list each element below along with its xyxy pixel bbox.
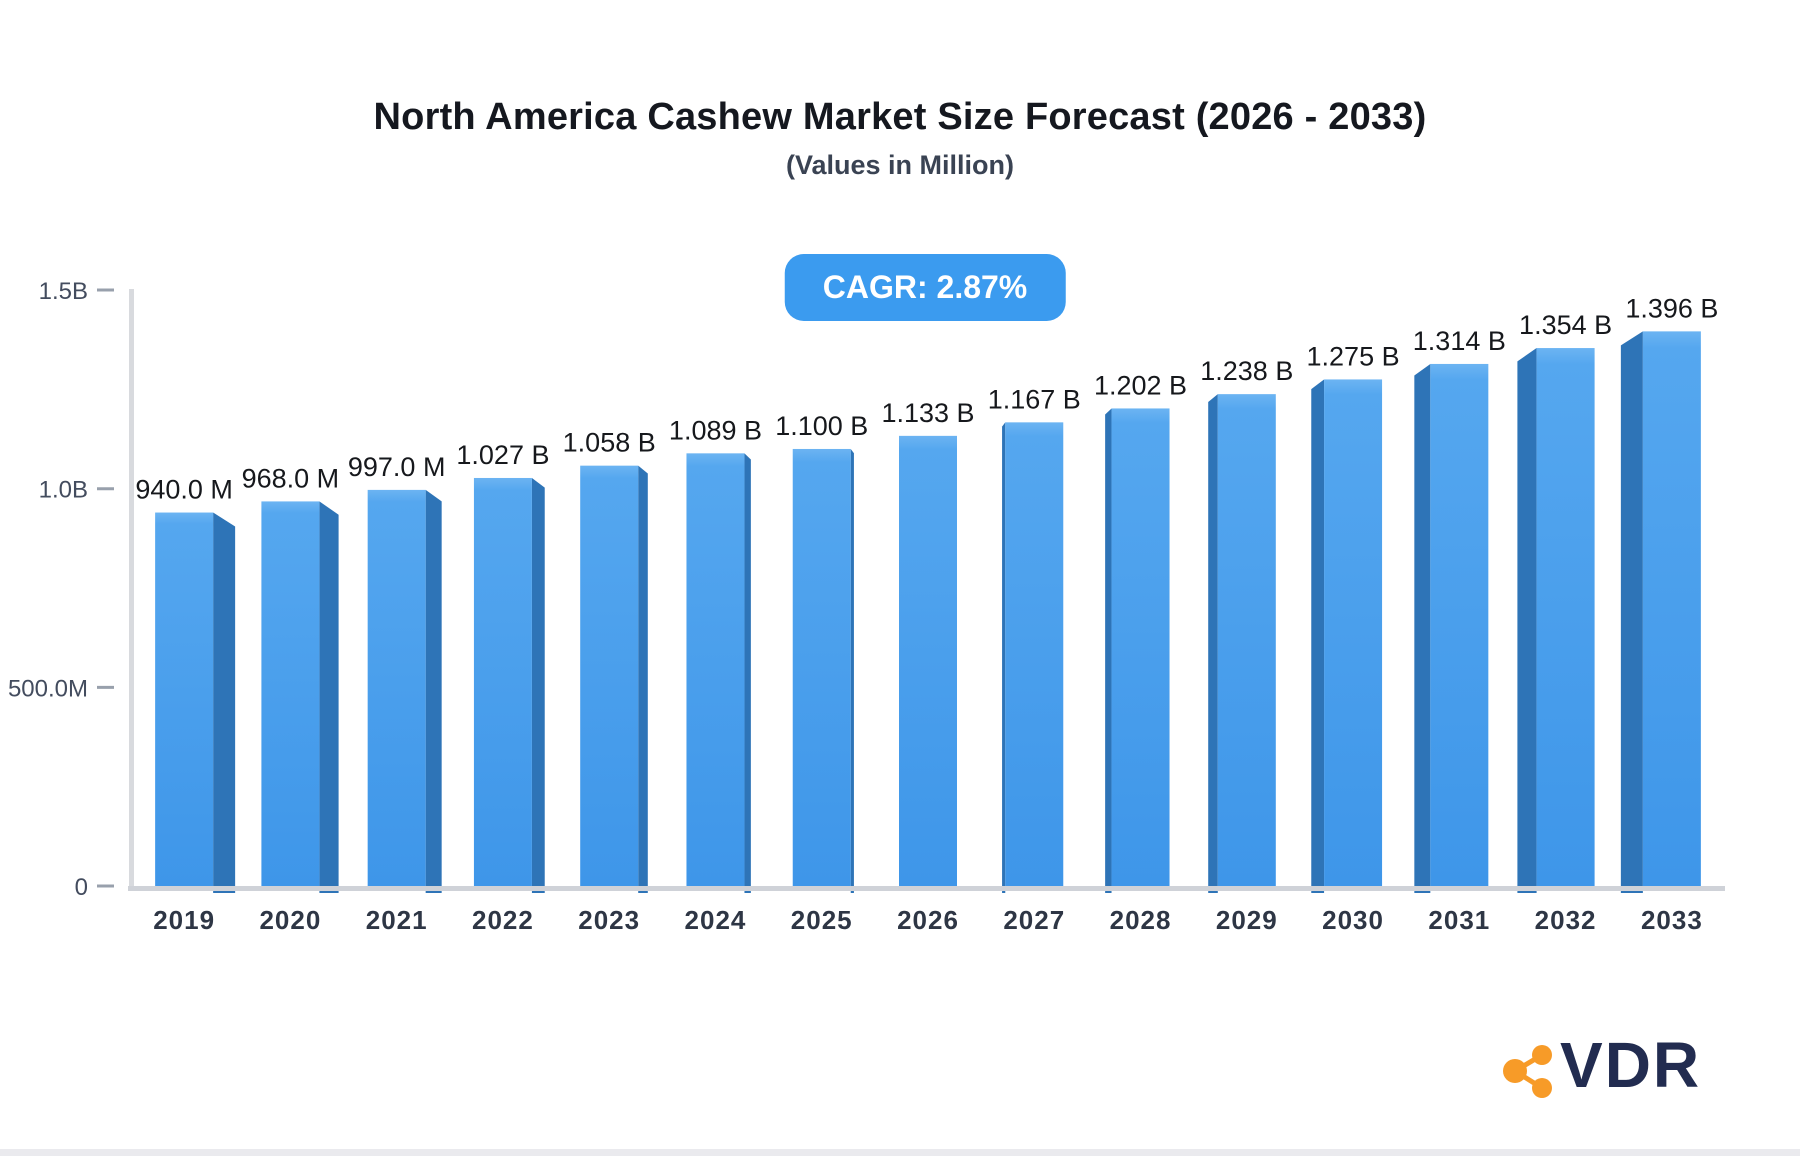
x-tick-label: 2019 bbox=[153, 905, 215, 935]
bar-value-label: 1.354 B bbox=[1519, 310, 1612, 340]
bar-front-face bbox=[155, 512, 214, 888]
bar-side-face bbox=[1414, 363, 1431, 893]
bar-value-label: 1.396 B bbox=[1625, 293, 1718, 323]
page-title: North America Cashew Market Size Forecas… bbox=[373, 96, 1427, 138]
x-tick-label: 2024 bbox=[685, 905, 747, 935]
x-tick-label: 2026 bbox=[897, 905, 959, 935]
y-tick-label: 1.5B bbox=[39, 278, 88, 305]
x-tick-label: 2021 bbox=[366, 905, 428, 935]
bar-value-label: 997.0 M bbox=[348, 452, 446, 482]
share-network-icon bbox=[1503, 1045, 1552, 1098]
bar-front-face bbox=[580, 465, 639, 888]
x-tick-label: 2025 bbox=[791, 905, 853, 935]
bar-value-label: 1.275 B bbox=[1307, 341, 1400, 371]
x-tick-label: 2028 bbox=[1110, 905, 1172, 935]
y-tick-label: 1.0B bbox=[39, 477, 88, 504]
bar-front-face bbox=[1217, 394, 1276, 888]
x-tick-label: 2031 bbox=[1428, 905, 1490, 935]
page-bottom-edge bbox=[0, 1149, 1800, 1156]
bar-side-face bbox=[1208, 394, 1218, 893]
bar-front-face bbox=[1005, 422, 1064, 888]
bar-front-face bbox=[1324, 379, 1383, 888]
bar-front-face bbox=[1430, 363, 1489, 888]
bar-value-label: 1.100 B bbox=[775, 411, 868, 441]
x-tick-label: 2027 bbox=[1003, 905, 1065, 935]
bar-front-face bbox=[792, 448, 851, 888]
bar-value-label: 968.0 M bbox=[242, 463, 340, 493]
x-axis-line bbox=[128, 886, 1725, 891]
bar-value-label: 1.027 B bbox=[456, 440, 549, 470]
bar-value-label: 1.238 B bbox=[1200, 356, 1293, 386]
bar-side-face bbox=[1517, 348, 1537, 893]
bar-front-face bbox=[1111, 408, 1170, 888]
bar-front-face bbox=[686, 453, 745, 888]
bar-side-face bbox=[744, 453, 751, 893]
y-tick-label: 500.0M bbox=[8, 675, 88, 702]
bar-side-face bbox=[638, 465, 648, 893]
bar-front-face bbox=[1642, 331, 1701, 888]
x-tick-label: 2033 bbox=[1641, 905, 1703, 935]
y-tick-label: 0 bbox=[75, 874, 88, 901]
x-tick-label: 2022 bbox=[472, 905, 534, 935]
bar-front-face bbox=[1536, 348, 1595, 888]
bar-value-label: 1.058 B bbox=[563, 428, 656, 458]
bar-value-label: 940.0 M bbox=[135, 475, 233, 505]
bar-side-face bbox=[1002, 422, 1006, 893]
bar-front-face bbox=[899, 435, 957, 888]
cagr-badge: CAGR: 2.87% bbox=[784, 254, 1066, 321]
bar-side-face bbox=[531, 477, 545, 893]
page-subtitle: (Values in Million) bbox=[785, 150, 1015, 180]
bar-front-face bbox=[367, 489, 426, 888]
bar-value-label: 1.089 B bbox=[669, 415, 762, 445]
bar-side-face bbox=[1311, 379, 1325, 893]
x-tick-label: 2029 bbox=[1216, 905, 1278, 935]
bar-side-face bbox=[213, 512, 236, 893]
x-tick-label: 2030 bbox=[1322, 905, 1384, 935]
x-tick-label: 2023 bbox=[578, 905, 640, 935]
x-tick-label: 2032 bbox=[1535, 905, 1597, 935]
bar-value-label: 1.314 B bbox=[1413, 326, 1506, 356]
bar-value-label: 1.167 B bbox=[988, 384, 1081, 414]
logo: VDR bbox=[1494, 1032, 1701, 1098]
bar-side-face bbox=[319, 501, 339, 893]
bar-side-face bbox=[425, 489, 442, 893]
bar-front-face bbox=[261, 501, 320, 888]
bar-side-face bbox=[1620, 331, 1643, 893]
bar-value-label: 1.202 B bbox=[1094, 370, 1187, 400]
bar-side-face bbox=[1105, 408, 1112, 893]
bar-side-face bbox=[850, 448, 854, 893]
logo-text: VDR bbox=[1560, 1029, 1702, 1101]
bar-value-label: 1.133 B bbox=[881, 398, 974, 428]
x-tick-label: 2020 bbox=[259, 905, 321, 935]
bar-front-face bbox=[473, 477, 532, 888]
y-axis-line bbox=[129, 289, 134, 891]
